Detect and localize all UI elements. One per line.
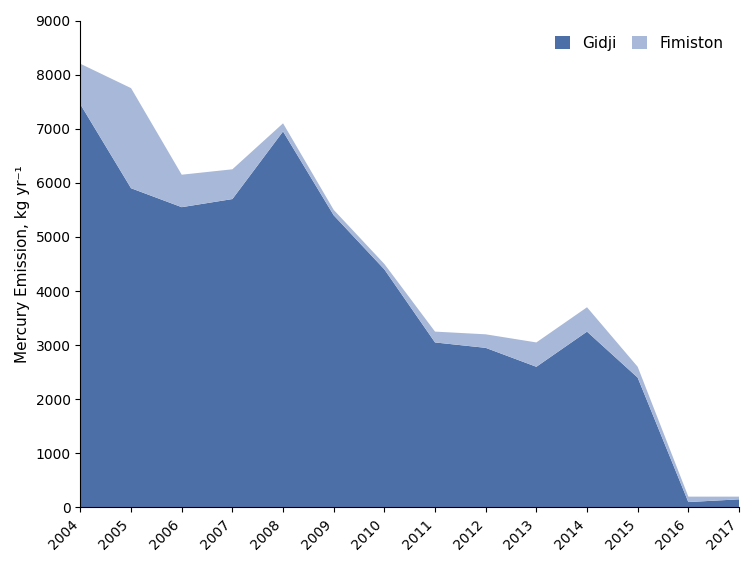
Legend: Gidji, Fimiston: Gidji, Fimiston bbox=[547, 28, 731, 58]
Y-axis label: Mercury Emission, kg yr⁻¹: Mercury Emission, kg yr⁻¹ bbox=[15, 165, 30, 363]
